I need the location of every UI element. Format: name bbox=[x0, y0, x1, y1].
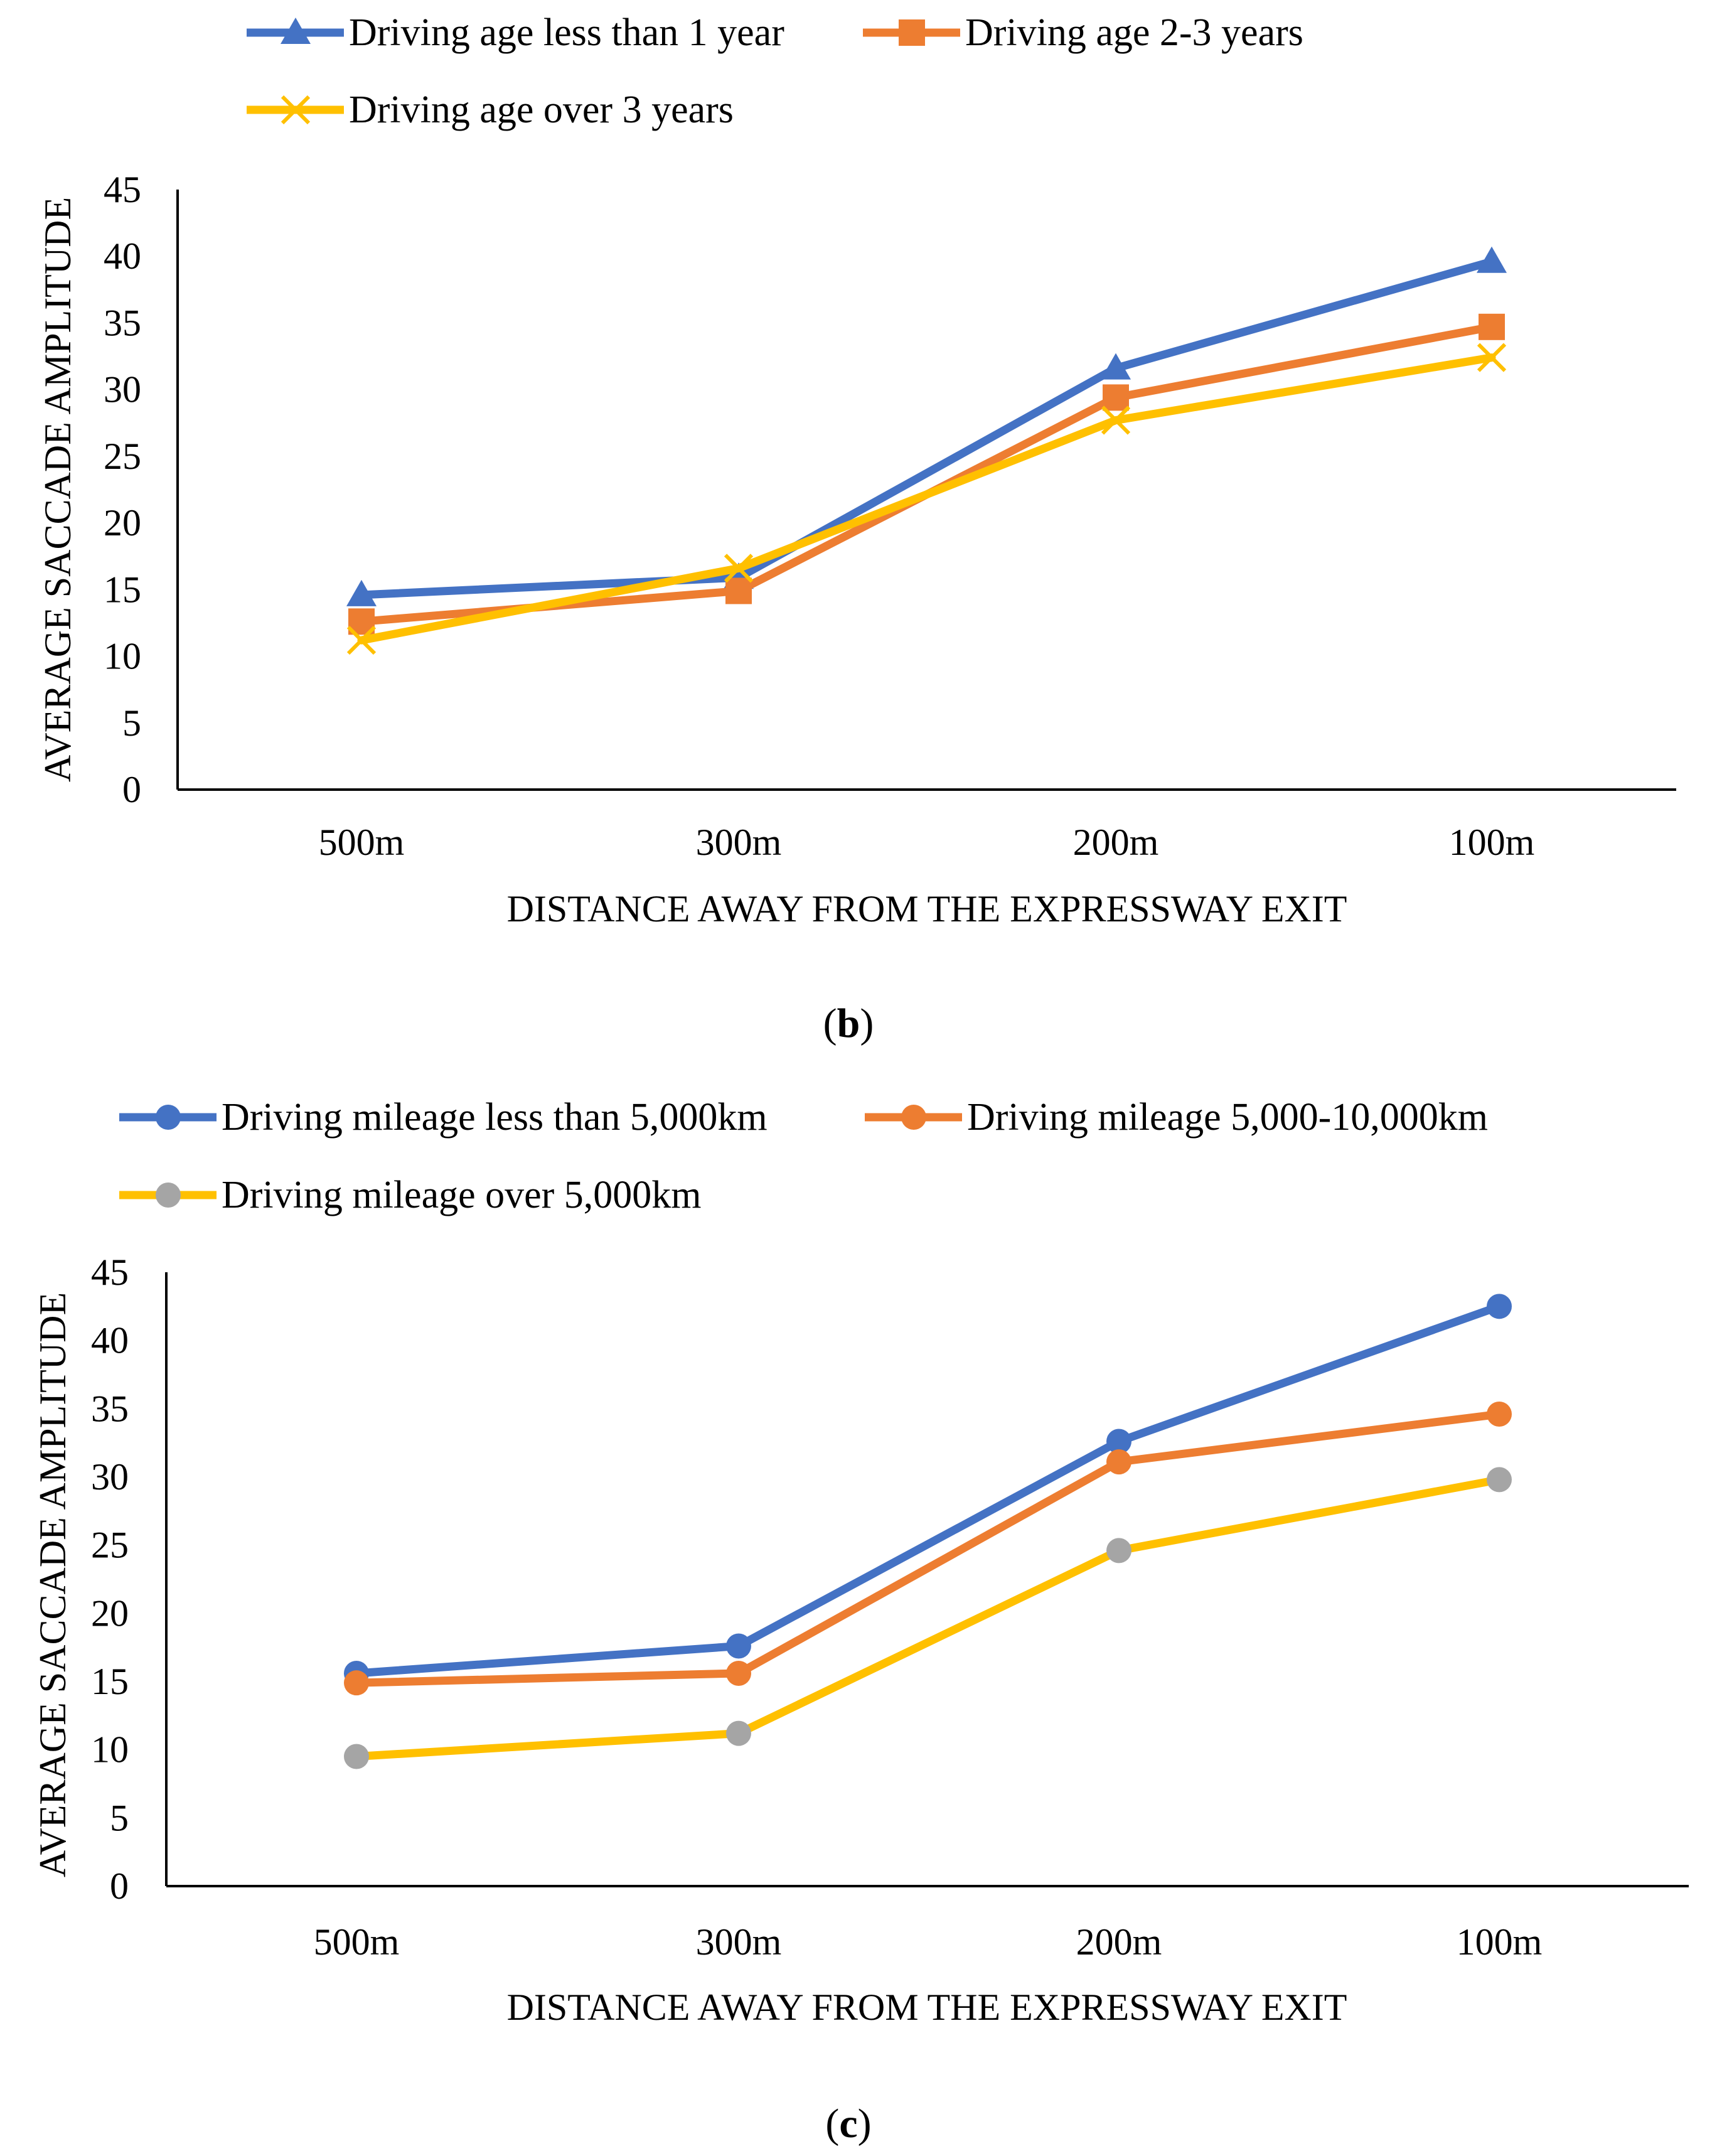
data-point bbox=[1106, 1538, 1131, 1563]
series-line bbox=[357, 257, 1496, 599]
y-tick-label: 5 bbox=[122, 702, 141, 744]
legend-swatch-marker bbox=[281, 95, 311, 125]
y-tick-label: 15 bbox=[91, 1661, 129, 1702]
legend-item: Driving mileage over 5,000km bbox=[119, 1174, 702, 1216]
data-point bbox=[1479, 313, 1505, 340]
legend-item: Driving mileage 5,000-10,000km bbox=[865, 1096, 1488, 1139]
legend-swatch-marker bbox=[899, 19, 925, 46]
y-tick-label: 20 bbox=[104, 502, 141, 544]
y-tick-label: 30 bbox=[104, 369, 141, 410]
series-1 bbox=[344, 1294, 1512, 1686]
caption-open-paren: ( bbox=[823, 1000, 837, 1046]
data-point bbox=[1106, 1449, 1131, 1475]
data-point bbox=[1101, 405, 1131, 435]
data-point bbox=[1101, 353, 1131, 380]
chart-panel-b: Driving age less than 1 year Driving age … bbox=[37, 11, 1676, 1046]
y-tick-label: 45 bbox=[91, 1252, 129, 1293]
chart-panel-c: Driving mileage less than 5,000km Driving… bbox=[32, 1096, 1689, 2147]
data-point bbox=[344, 1744, 369, 1769]
legend-item: Driving age less than 1 year bbox=[247, 11, 784, 54]
x-axis-title: DISTANCE AWAY FROM THE EXPRESSWAY EXIT bbox=[507, 888, 1347, 930]
y-tick-label: 35 bbox=[104, 302, 141, 343]
y-tick-label: 15 bbox=[104, 569, 141, 610]
legend-label: Driving age 2-3 years bbox=[965, 11, 1303, 54]
y-tick-label: 10 bbox=[104, 636, 141, 677]
x-tick-label: 200m bbox=[1073, 822, 1159, 863]
data-point bbox=[344, 1670, 369, 1696]
caption-letter: c bbox=[839, 2101, 857, 2147]
caption-letter: b bbox=[837, 1000, 860, 1046]
data-point bbox=[724, 554, 754, 583]
caption-open-paren: ( bbox=[825, 2101, 839, 2147]
legend-item: Driving mileage less than 5,000km bbox=[119, 1096, 768, 1139]
y-tick-label: 0 bbox=[110, 1865, 129, 1907]
y-tick-label: 5 bbox=[110, 1797, 129, 1838]
legend: Driving age less than 1 year Driving age … bbox=[247, 11, 1303, 131]
legend-label: Driving mileage less than 5,000km bbox=[222, 1096, 768, 1139]
y-tick-label: 0 bbox=[122, 769, 141, 810]
legend-swatch-marker bbox=[156, 1183, 181, 1208]
data-point-stroke-b bbox=[1477, 343, 1507, 372]
x-tick-label: 300m bbox=[696, 1921, 782, 1963]
y-tick-label: 40 bbox=[104, 235, 141, 277]
series-2 bbox=[344, 1402, 1512, 1696]
series-3 bbox=[346, 343, 1507, 655]
x-tick-label: 200m bbox=[1076, 1921, 1162, 1963]
data-point bbox=[1106, 1429, 1131, 1454]
data-point-stroke-b bbox=[346, 625, 377, 655]
caption-close-paren: ) bbox=[858, 2101, 872, 2147]
legend: Driving mileage less than 5,000km Driving… bbox=[119, 1096, 1488, 1216]
panel-caption: (b) bbox=[823, 1000, 874, 1046]
legend-swatch-marker bbox=[901, 1105, 926, 1130]
data-point bbox=[1103, 384, 1129, 411]
series-line bbox=[352, 1475, 1504, 1761]
series-3 bbox=[344, 1467, 1512, 1769]
y-tick-label: 30 bbox=[91, 1456, 129, 1498]
y-tick-label: 25 bbox=[104, 436, 141, 477]
y-tick-label: 25 bbox=[91, 1525, 129, 1566]
x-tick-label: 500m bbox=[319, 822, 405, 863]
series-line bbox=[357, 353, 1496, 645]
series-line bbox=[352, 1302, 1504, 1678]
caption-close-paren: ) bbox=[860, 1000, 874, 1046]
data-point bbox=[346, 579, 377, 606]
data-point bbox=[1477, 343, 1507, 372]
y-axis-title: AVERAGE SACCADE AMPLITUDE bbox=[37, 197, 78, 782]
data-point bbox=[725, 577, 752, 604]
x-tick-label: 100m bbox=[1449, 822, 1535, 863]
panel-caption: (c) bbox=[825, 2101, 871, 2147]
legend-swatch-marker bbox=[281, 18, 311, 44]
legend-swatch-marker bbox=[156, 1105, 181, 1130]
x-tick-label: 500m bbox=[314, 1921, 400, 1963]
data-point-stroke-b bbox=[724, 554, 754, 583]
data-point bbox=[1487, 1402, 1512, 1427]
data-point bbox=[346, 625, 377, 655]
data-point bbox=[726, 1633, 751, 1659]
data-point bbox=[1487, 1467, 1512, 1493]
legend-label: Driving age over 3 years bbox=[349, 88, 734, 131]
data-point bbox=[1487, 1294, 1512, 1319]
legend-label: Driving mileage 5,000-10,000km bbox=[967, 1096, 1488, 1139]
legend-item: Driving age 2-3 years bbox=[863, 11, 1303, 54]
legend-item: Driving age over 3 years bbox=[247, 88, 734, 131]
y-tick-label: 20 bbox=[91, 1592, 129, 1634]
series-1 bbox=[346, 246, 1507, 606]
data-point bbox=[726, 1720, 751, 1746]
data-point-stroke-b bbox=[1101, 405, 1131, 435]
x-tick-label: 300m bbox=[696, 822, 782, 863]
x-axis-title: DISTANCE AWAY FROM THE EXPRESSWAY EXIT bbox=[507, 1987, 1347, 2028]
y-tick-label: 10 bbox=[91, 1729, 129, 1771]
data-point bbox=[1477, 246, 1507, 273]
legend-label: Driving mileage over 5,000km bbox=[222, 1174, 702, 1216]
legend-swatch-marker-stroke-b bbox=[281, 95, 311, 125]
legend-label: Driving age less than 1 year bbox=[349, 11, 784, 54]
y-axis-title: AVERAGE SACCADE AMPLITUDE bbox=[32, 1292, 73, 1877]
y-tick-label: 35 bbox=[91, 1388, 129, 1429]
data-point bbox=[726, 1660, 751, 1686]
y-tick-label: 40 bbox=[91, 1320, 129, 1361]
series-line bbox=[352, 1410, 1504, 1687]
y-tick-label: 45 bbox=[104, 169, 141, 210]
x-tick-label: 100m bbox=[1457, 1921, 1543, 1963]
